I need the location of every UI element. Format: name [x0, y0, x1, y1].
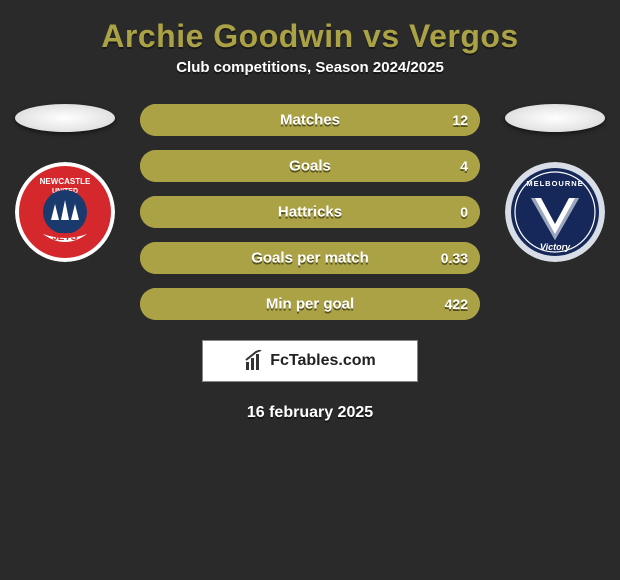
stat-value-right: 422 [445, 296, 468, 312]
stat-bars: Matches 12 Goals 4 Hattricks 0 Goals per match… [140, 104, 480, 320]
brand-text: FcTables.com [270, 352, 376, 370]
brand-box: FcTables.com [202, 340, 418, 382]
stat-label: Goals per match [251, 250, 369, 267]
subtitle: Club competitions, Season 2024/2025 [0, 59, 620, 76]
player-avatar-placeholder [15, 104, 115, 132]
badge-text: Victory [540, 242, 571, 252]
stat-bar: Matches 12 [140, 104, 480, 136]
stat-bar: Goals 4 [140, 150, 480, 182]
stat-value-right: 12 [452, 112, 468, 128]
date-text: 16 february 2025 [0, 404, 620, 422]
stat-bar: Hattricks 0 [140, 196, 480, 228]
right-club-badge: MELBOURNE Victory [505, 162, 605, 262]
badge-text: MELBOURNE [526, 179, 583, 188]
badge-text: JETS [52, 232, 77, 243]
stat-value-right: 0.33 [441, 250, 468, 266]
page-title: Archie Goodwin vs Vergos [0, 0, 620, 59]
player-avatar-placeholder [505, 104, 605, 132]
stat-value-right: 0 [460, 204, 468, 220]
comparison-panel: NEWCASTLE UNITED JETS MELBOURNE Victory [0, 104, 620, 422]
chart-icon [244, 350, 266, 372]
badge-text: NEWCASTLE [40, 177, 91, 186]
right-player-column: MELBOURNE Victory [500, 104, 610, 262]
stat-label: Hattricks [278, 204, 342, 221]
stat-label: Min per goal [266, 296, 354, 313]
stat-label: Matches [280, 112, 340, 129]
stat-bar: Goals per match 0.33 [140, 242, 480, 274]
left-club-badge: NEWCASTLE UNITED JETS [15, 162, 115, 262]
stat-value-right: 4 [460, 158, 468, 174]
left-player-column: NEWCASTLE UNITED JETS [10, 104, 120, 262]
stat-label: Goals [289, 158, 331, 175]
stat-bar: Min per goal 422 [140, 288, 480, 320]
